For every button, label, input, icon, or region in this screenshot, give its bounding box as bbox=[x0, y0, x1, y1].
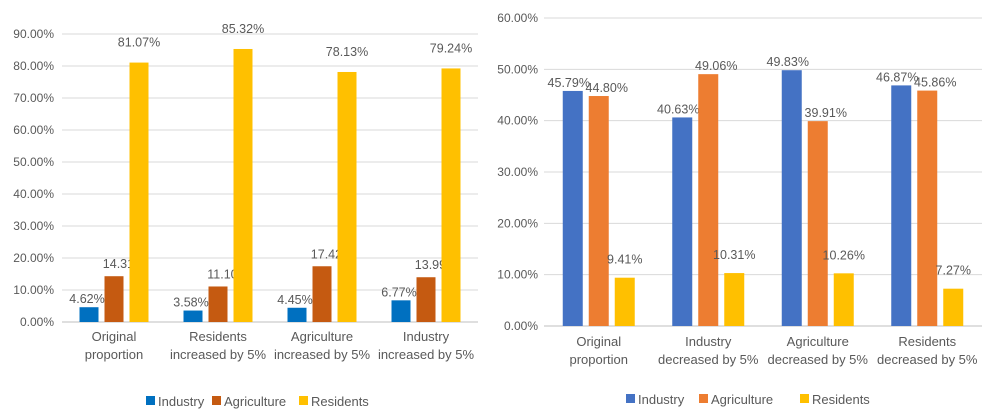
y-tick-label: 60.00% bbox=[497, 11, 538, 25]
bar-agriculture bbox=[312, 266, 332, 322]
bar-industry bbox=[891, 85, 912, 326]
data-label-residents: 9.41% bbox=[607, 253, 642, 267]
y-tick-label: 80.00% bbox=[13, 59, 54, 73]
x-category-label: Original bbox=[576, 334, 621, 349]
y-tick-label: 30.00% bbox=[497, 165, 538, 179]
data-label-residents: 7.27% bbox=[936, 264, 971, 278]
bar-agriculture bbox=[917, 90, 938, 327]
y-tick-label: 0.00% bbox=[20, 315, 54, 329]
y-tick-label: 10.00% bbox=[497, 268, 538, 282]
x-category-label: Industry bbox=[685, 334, 732, 349]
legend-swatch-industry bbox=[146, 396, 155, 405]
x-category-label: proportion bbox=[85, 347, 144, 362]
x-category-label: increased by 5% bbox=[170, 347, 267, 362]
data-label-residents: 79.24% bbox=[430, 41, 472, 55]
x-category-label: Original bbox=[92, 329, 137, 344]
y-tick-label: 10.00% bbox=[13, 283, 54, 297]
x-category-label: Residents bbox=[189, 329, 247, 344]
data-label-residents: 10.26% bbox=[823, 248, 865, 262]
y-tick-label: 20.00% bbox=[497, 216, 538, 230]
y-tick-label: 40.00% bbox=[13, 187, 54, 201]
data-label-industry: 45.79% bbox=[548, 76, 590, 90]
bar-agriculture bbox=[104, 276, 124, 322]
x-category-label: decreased by 5% bbox=[658, 352, 759, 367]
data-label-residents: 10.31% bbox=[713, 248, 755, 262]
bar-agriculture bbox=[208, 286, 228, 322]
data-label-residents: 81.07% bbox=[118, 36, 160, 50]
x-category-label: decreased by 5% bbox=[768, 352, 869, 367]
legend-swatch-residents bbox=[299, 396, 308, 405]
bar-industry bbox=[781, 70, 802, 327]
y-tick-label: 0.00% bbox=[504, 319, 538, 333]
data-label-industry: 6.77% bbox=[381, 285, 416, 299]
legend-label-residents: Residents bbox=[812, 392, 870, 407]
x-category-label: Industry bbox=[403, 329, 450, 344]
legend-swatch-residents bbox=[800, 394, 809, 403]
data-label-residents: 85.32% bbox=[222, 22, 264, 36]
y-tick-label: 90.00% bbox=[13, 27, 54, 41]
bar-industry bbox=[672, 117, 693, 326]
bar-residents bbox=[724, 273, 745, 326]
data-label-industry: 49.83% bbox=[767, 55, 809, 69]
left-bar-chart: 0.00% 10.00% 20.00% 30.00% 40.00% 50.00% 60.00… bbox=[13, 22, 478, 409]
bar-agriculture bbox=[698, 74, 719, 327]
y-tick-label: 50.00% bbox=[13, 155, 54, 169]
data-label-industry: 4.45% bbox=[277, 293, 312, 307]
x-category-label: Residents bbox=[898, 334, 956, 349]
y-tick-label: 60.00% bbox=[13, 123, 54, 137]
data-label-industry: 3.58% bbox=[173, 296, 208, 310]
y-tick-label: 30.00% bbox=[13, 219, 54, 233]
bar-residents bbox=[614, 277, 635, 326]
data-label-agriculture: 49.06% bbox=[695, 59, 737, 73]
data-label-agriculture: 44.80% bbox=[586, 81, 628, 95]
bar-industry bbox=[287, 307, 307, 322]
data-label-industry: 4.62% bbox=[69, 292, 104, 306]
bar-residents bbox=[943, 288, 964, 326]
x-category-label: increased by 5% bbox=[378, 347, 475, 362]
y-tick-label: 70.00% bbox=[13, 91, 54, 105]
data-label-residents: 78.13% bbox=[326, 45, 368, 59]
data-label-agriculture: 45.86% bbox=[914, 76, 956, 90]
x-category-label: decreased by 5% bbox=[877, 352, 978, 367]
y-tick-label: 40.00% bbox=[497, 114, 538, 128]
bar-residents bbox=[337, 71, 357, 322]
y-tick-label: 50.00% bbox=[497, 62, 538, 76]
bar-industry bbox=[391, 300, 411, 322]
y-tick-label: 20.00% bbox=[13, 251, 54, 265]
legend-swatch-industry bbox=[626, 394, 635, 403]
right-bar-chart: 0.00% 10.00% 20.00% 30.00% 40.00% 50.00% 60.00… bbox=[497, 11, 982, 407]
bar-industry bbox=[562, 90, 583, 326]
legend-label-agriculture: Agriculture bbox=[711, 392, 773, 407]
legend-label-industry: Industry bbox=[158, 394, 205, 409]
x-category-label: increased by 5% bbox=[274, 347, 371, 362]
bar-residents bbox=[129, 62, 149, 323]
data-label-agriculture: 39.91% bbox=[805, 106, 847, 120]
bar-residents bbox=[833, 273, 854, 326]
legend-swatch-agriculture bbox=[699, 394, 708, 403]
bar-agriculture bbox=[588, 96, 609, 326]
bar-agriculture bbox=[416, 277, 436, 322]
bar-industry bbox=[183, 310, 203, 322]
legend-label-residents: Residents bbox=[311, 394, 369, 409]
legend-label-agriculture: Agriculture bbox=[224, 394, 286, 409]
x-category-label: Agriculture bbox=[787, 334, 849, 349]
bar-residents bbox=[233, 48, 253, 322]
legend-label-industry: Industry bbox=[638, 392, 685, 407]
bar-industry bbox=[79, 307, 99, 322]
x-category-label: Agriculture bbox=[291, 329, 353, 344]
x-category-label: proportion bbox=[569, 352, 628, 367]
data-label-industry: 40.63% bbox=[657, 102, 699, 116]
data-label-industry: 46.87% bbox=[876, 70, 918, 84]
bar-agriculture bbox=[807, 121, 828, 327]
legend-swatch-agriculture bbox=[212, 396, 221, 405]
bar-residents bbox=[441, 68, 461, 322]
